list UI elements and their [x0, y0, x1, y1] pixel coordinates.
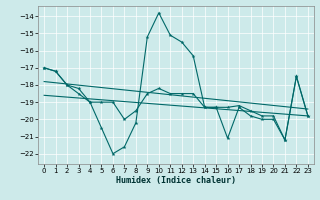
X-axis label: Humidex (Indice chaleur): Humidex (Indice chaleur)	[116, 176, 236, 185]
